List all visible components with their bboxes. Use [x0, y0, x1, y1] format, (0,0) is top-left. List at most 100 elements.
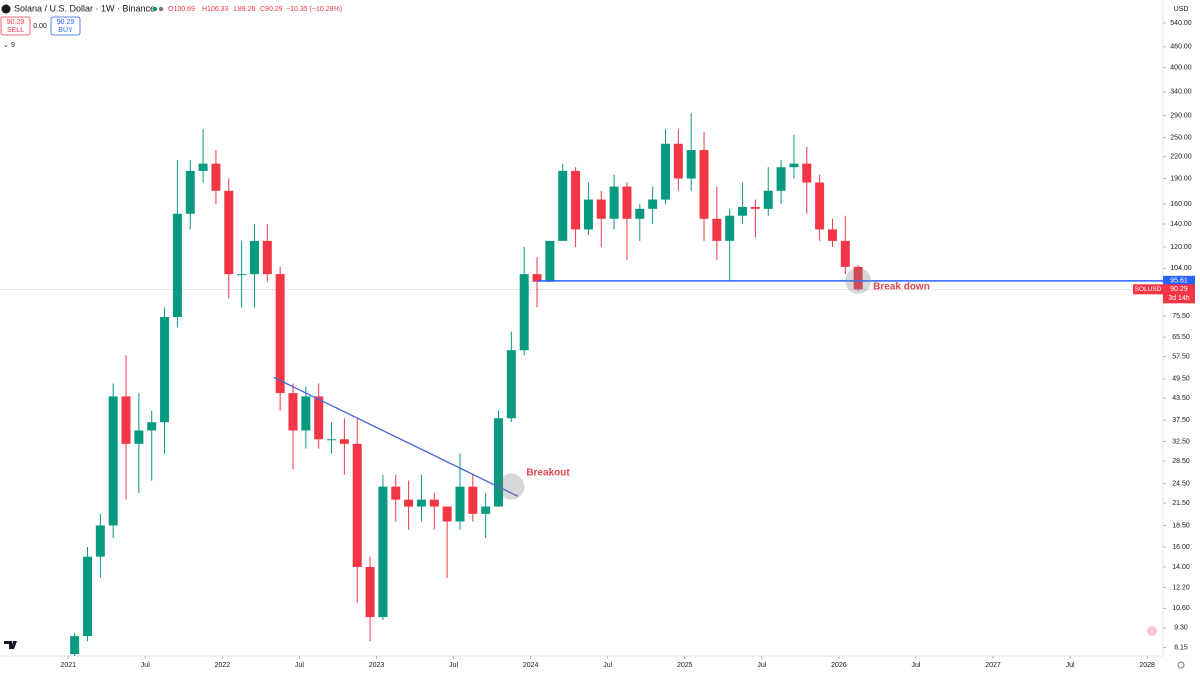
y-tick-label: 14.00: [1172, 564, 1190, 571]
x-tick-label: Jul: [141, 662, 150, 669]
candle-body: [224, 190, 234, 275]
candle-body: [558, 170, 568, 241]
alert-dot: [1147, 626, 1157, 636]
annotation-highlight: [498, 473, 525, 500]
candle-body: [725, 215, 735, 241]
y-tick-label: 49.50: [1172, 376, 1190, 383]
candle-body: [198, 163, 208, 171]
sell-price: 90.29: [7, 19, 25, 26]
y-tick-label: 43.50: [1172, 395, 1190, 402]
candle-body: [249, 240, 259, 275]
candle-body: [429, 499, 439, 507]
annotation-highlight: [845, 267, 872, 294]
y-tick-label: 190.00: [1170, 175, 1192, 182]
x-tick-label: Jul: [1066, 662, 1075, 669]
y-tick-label: 21.50: [1172, 500, 1190, 507]
candle-body: [237, 274, 247, 276]
settings-icon[interactable]: [1177, 661, 1185, 669]
ohlc-close: C90.29: [260, 6, 283, 13]
status-dot: [152, 6, 158, 12]
candle-body: [352, 443, 362, 567]
y-tick-label: 32.50: [1172, 438, 1190, 445]
candle-body: [853, 266, 863, 290]
candle-body: [699, 150, 709, 219]
candle-body: [339, 439, 349, 444]
candle-body: [211, 163, 221, 191]
x-tick-label: 2025: [677, 662, 693, 669]
candle-body: [635, 208, 645, 219]
plot-area: Breakout Break down: [0, 113, 1163, 656]
x-tick-label: 2022: [215, 662, 231, 669]
symbol-icon: [1, 4, 11, 14]
candle-body: [378, 486, 388, 618]
candle-body: [275, 274, 285, 394]
candle-body: [314, 396, 324, 440]
x-tick-label: 2026: [831, 662, 847, 669]
candle-body: [404, 499, 414, 507]
y-tick-label: 10.60: [1172, 605, 1190, 612]
y-tick-label: 290.00: [1170, 112, 1192, 119]
candle-body: [827, 229, 837, 241]
candle-body: [750, 206, 760, 209]
candle-body: [160, 316, 170, 423]
sell-button[interactable]: [0, 16, 31, 36]
candle-body: [506, 350, 516, 419]
symbol-tag: [1133, 284, 1163, 295]
y-tick-label: 400.00: [1170, 64, 1192, 71]
x-tick-label: Jul: [295, 662, 304, 669]
y-tick-label: 37.50: [1172, 417, 1190, 424]
candle-body: [185, 170, 195, 214]
status-dot: [158, 6, 164, 12]
buy-button[interactable]: [50, 16, 81, 36]
y-tick-label: 12.20: [1172, 584, 1190, 591]
candle-body: [596, 199, 606, 219]
y-tick-label: 160.00: [1170, 201, 1192, 208]
y-tick-label: 75.50: [1172, 313, 1190, 320]
y-tick-label: 120.00: [1170, 244, 1192, 251]
y-tick-label: 250.00: [1170, 135, 1192, 142]
candle-body: [609, 186, 619, 219]
y-tick-label: 24.50: [1172, 480, 1190, 487]
candle-body: [802, 163, 812, 183]
x-tick-label: 2021: [60, 662, 76, 669]
candle-body: [481, 506, 491, 514]
candle-body: [70, 636, 80, 655]
trend-line: [273, 376, 519, 497]
x-tick-label: Jul: [603, 662, 612, 669]
sell-label: SELL: [7, 27, 24, 34]
x-tick-label: 2028: [1139, 662, 1155, 669]
candle-body: [660, 143, 670, 200]
indicator-toggle[interactable]: ⌄: [3, 42, 9, 49]
candle-body: [776, 167, 786, 191]
logo: [4, 641, 17, 649]
candle-body: [815, 182, 825, 230]
y-tick-label: 140.00: [1170, 221, 1192, 228]
candle-body: [840, 240, 850, 267]
candle-body: [712, 218, 722, 241]
hline-tag: [1163, 275, 1195, 286]
ohlc-open: O100.69: [168, 6, 195, 13]
y-tick-label: 8.15: [1174, 644, 1188, 651]
candle-body: [121, 396, 131, 444]
candle-body: [108, 396, 118, 526]
annotation-label: Breakout: [526, 467, 570, 478]
buy-label: BUY: [58, 27, 73, 34]
candle-body: [494, 418, 504, 507]
annotation-label: Break down: [873, 281, 930, 292]
candle-body: [134, 430, 144, 444]
candle-body: [583, 199, 593, 230]
countdown-label: 3d 14h: [1168, 295, 1190, 302]
candle-body: [416, 499, 426, 507]
candle-body: [571, 170, 581, 230]
y-tick-label: 540.00: [1170, 20, 1192, 27]
x-tick-label: 2027: [985, 662, 1001, 669]
ohlc-high: H106.33: [202, 6, 229, 13]
candle-body: [301, 396, 311, 431]
spread: 0.00: [33, 23, 47, 30]
x-tick-label: 2023: [369, 662, 385, 669]
x-tick-label: Jul: [911, 662, 920, 669]
y-tick-label: 57.50: [1172, 353, 1190, 360]
y-tick-label: 460.00: [1170, 44, 1192, 51]
